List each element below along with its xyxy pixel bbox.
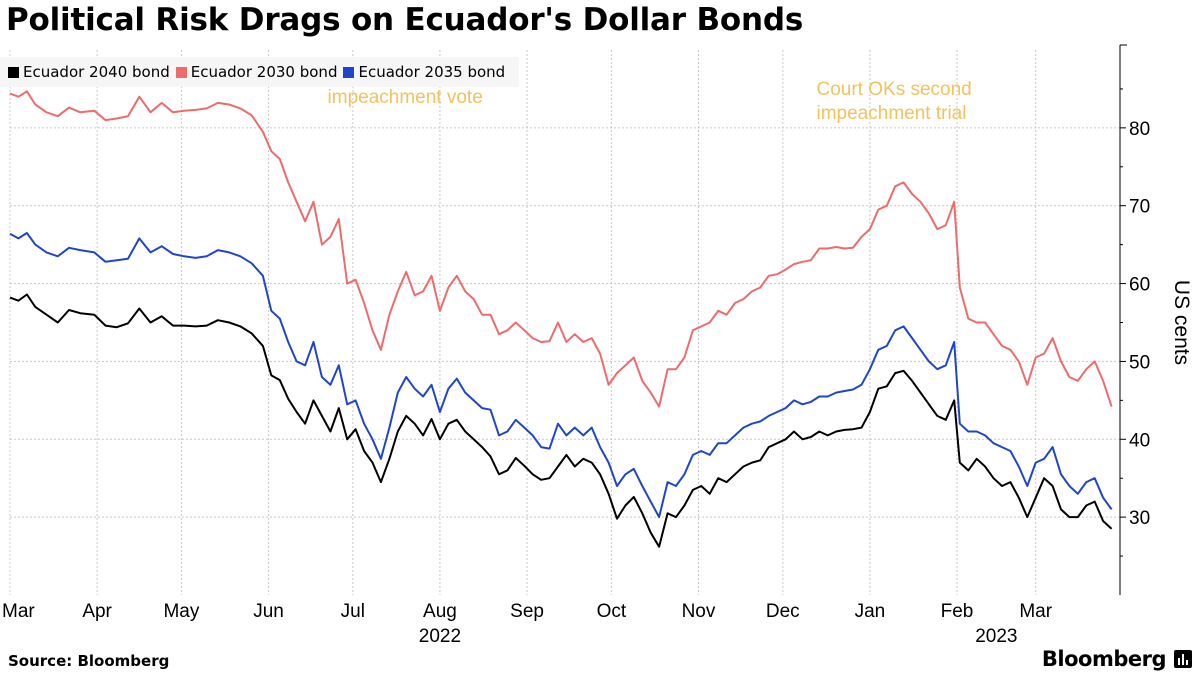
y-tick-label: 70	[1129, 197, 1150, 218]
series-line-ecuador-2035-bond	[9, 232, 1113, 519]
x-tick-label: Jan	[855, 601, 886, 622]
x-tick-label: Nov	[682, 601, 716, 622]
legend-label: Ecuador 2040 bond	[23, 63, 170, 81]
x-year-label: 2022	[419, 626, 461, 647]
annotations: impeachment vote Court OKs second impeachm…	[328, 79, 972, 124]
legend-label: Ecuador 2035 bond	[358, 63, 506, 81]
annotation-text: impeachment vote	[328, 87, 483, 108]
series-line-ecuador-2040-bond	[9, 293, 1113, 548]
legend-swatch	[175, 66, 187, 78]
x-tick-label: May	[163, 601, 199, 622]
legend: Ecuador 2040 bond Ecuador 2030 bond Ecuado…	[0, 57, 520, 87]
x-tick-label: Mar	[2, 601, 35, 622]
x-tick-label: Aug	[423, 601, 457, 622]
x-tick-label: Sep	[510, 601, 544, 622]
legend-label: Ecuador 2030 bond	[190, 63, 338, 81]
legend-swatch	[8, 66, 19, 78]
legend-item: Ecuador 2035 bond	[343, 63, 505, 81]
series-lines	[9, 90, 1113, 548]
x-tick-label: Feb	[941, 601, 974, 622]
annotation-text: Court OKs second	[817, 79, 972, 100]
x-tick-label: Dec	[766, 601, 800, 622]
annotation-text: impeachment trial	[817, 103, 967, 124]
chart-title: Political Risk Drags on Ecuador's Dollar…	[6, 2, 804, 38]
x-year-label: 2023	[975, 626, 1017, 647]
legend-item: Ecuador 2040 bond	[8, 63, 170, 81]
bloomberg-terminal-icon	[1174, 650, 1192, 668]
series-line-ecuador-2030-bond	[9, 90, 1113, 408]
brand-logo: Bloomberg	[1041, 647, 1167, 671]
x-tick-label: Apr	[82, 601, 112, 622]
legend-swatch	[343, 66, 355, 78]
y-tick-label: 40	[1129, 430, 1150, 451]
axes: 30 40 50 60 70 80 Mar Apr May Jun Jul Aug Sep Oct Nov D…	[2, 44, 1193, 647]
y-tick-label: 80	[1129, 119, 1150, 140]
y-axis-label: US cents	[1170, 280, 1193, 365]
y-tick-label: 50	[1129, 352, 1150, 373]
gridlines	[9, 50, 1120, 595]
x-tick-label: Mar	[1019, 601, 1052, 622]
y-tick-label: 30	[1129, 508, 1150, 529]
source-note: Source: Bloomberg	[8, 652, 170, 670]
x-tick-label: Jul	[341, 601, 365, 622]
x-tick-label: Oct	[597, 601, 627, 622]
legend-item: Ecuador 2030 bond	[175, 63, 338, 81]
y-tick-label: 60	[1129, 275, 1150, 296]
x-tick-label: Jun	[253, 601, 284, 622]
